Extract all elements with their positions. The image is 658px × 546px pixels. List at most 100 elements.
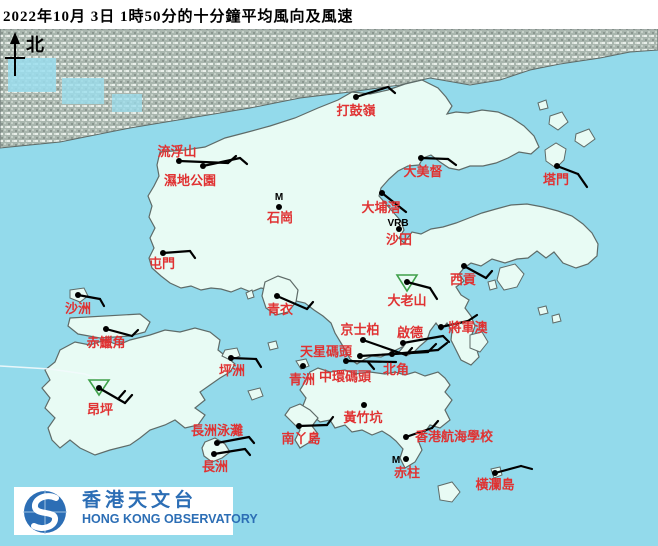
- shenzhen-urban-land: [0, 28, 658, 149]
- station-group: 濕地公園: [164, 156, 249, 188]
- station-group: 打鼓嶺: [336, 85, 397, 118]
- station-label: 南丫島: [281, 431, 320, 446]
- station-label: 京士柏: [340, 322, 379, 337]
- station-dot: [438, 324, 444, 330]
- station-dot: [96, 385, 102, 391]
- station-label: 坪洲: [219, 363, 245, 378]
- station-label: 香港航海學校: [414, 429, 494, 444]
- station-group: 青洲: [289, 363, 315, 387]
- station-label: 打鼓嶺: [336, 103, 375, 118]
- channel-line: [0, 365, 106, 382]
- wind-barb: [555, 164, 580, 176]
- wind-barb: [238, 156, 249, 166]
- wind-barb: [430, 419, 440, 430]
- station-group: 大美督: [403, 155, 458, 179]
- wind-barb: [519, 464, 534, 471]
- station-label: 黃竹坑: [342, 410, 382, 425]
- station-dot: [75, 292, 81, 298]
- station-group: 青衣: [267, 293, 315, 317]
- islet-ninepin-1: [537, 305, 549, 316]
- station-dot: [403, 456, 409, 462]
- wind-barb: [161, 249, 192, 255]
- wind-barb: [439, 319, 470, 329]
- station-marker-text: M: [275, 192, 283, 203]
- station-group: 南丫島: [281, 415, 335, 446]
- station-label: 橫瀾島: [475, 477, 514, 492]
- wind-barb: [123, 393, 134, 405]
- station-dot: [360, 337, 366, 343]
- station-label: 青衣: [267, 302, 293, 317]
- islet-hei-ling-chau: [247, 387, 264, 401]
- station-group: 坪洲: [219, 355, 263, 378]
- station-group: 橫瀾島: [475, 464, 534, 492]
- station-dot: [274, 293, 280, 299]
- coastline-lantau: [41, 327, 236, 456]
- station-dot: [353, 94, 359, 100]
- wind-barb: [428, 286, 439, 301]
- station-label: 長洲: [202, 459, 228, 474]
- station-label: 青洲: [289, 372, 315, 387]
- hko-logo-icon: [23, 490, 67, 534]
- station-dot: [211, 451, 217, 457]
- hko-logo-chinese: 香港天文台: [82, 490, 198, 511]
- station-dot: [160, 250, 166, 256]
- station-label: 大美督: [403, 164, 442, 179]
- station-group: 大老山: [387, 274, 439, 308]
- wind-barb: [98, 297, 106, 308]
- station-dot: [396, 226, 402, 232]
- wind-barb: [247, 435, 256, 445]
- station-group: 香港航海學校: [403, 419, 494, 444]
- station-dot: [492, 470, 498, 476]
- station-dot: [214, 440, 220, 446]
- wind-barb: [116, 389, 127, 401]
- station-label: 沙洲: [65, 301, 91, 316]
- north-label: 北: [26, 35, 44, 55]
- islet-kau-yi-chau: [267, 340, 279, 351]
- station-label: 啟德: [397, 325, 423, 340]
- station-group: 大埔滘: [361, 190, 408, 215]
- station-dot: [300, 363, 306, 369]
- north-arrow: 北: [5, 32, 44, 76]
- station-label: 赤鱲角: [86, 335, 125, 350]
- islet-kat-o: [548, 111, 569, 131]
- station-dot: [400, 340, 406, 346]
- islet-ninepin-2: [551, 313, 562, 324]
- station-dot: [379, 190, 385, 196]
- wind-barb: [254, 357, 263, 369]
- station-marker-text: M: [392, 455, 400, 466]
- station-group: VRB 沙田: [386, 218, 412, 247]
- coastline-po-toi: [437, 481, 461, 503]
- wind-barb: [76, 293, 102, 301]
- station-group: 塔門: [543, 163, 589, 189]
- station-dot: [403, 434, 409, 440]
- wind-barb: [436, 341, 449, 352]
- wind-barb: [366, 360, 376, 371]
- wind-barb: [243, 447, 252, 457]
- station-label: 塔門: [543, 172, 569, 187]
- wind-barb: [201, 156, 242, 168]
- station-dot: [357, 353, 363, 359]
- wind-barb: [405, 280, 432, 290]
- wind-barb: [344, 359, 398, 364]
- wind-barb: [466, 313, 479, 323]
- islet-sharp-island: [487, 279, 498, 291]
- station-dot: [343, 358, 349, 364]
- wind-barb: [484, 269, 494, 280]
- station-label: 長洲泳灘: [191, 423, 243, 438]
- station-group: 黃竹坑: [342, 402, 383, 425]
- station-label: 大埔滘: [361, 200, 400, 215]
- coastline-kau-sai-chau: [496, 263, 525, 291]
- station-group: 將軍澳: [438, 313, 488, 335]
- station-label: 天星碼頭: [300, 344, 353, 359]
- wind-barb: [386, 85, 397, 95]
- station-triangle-marker: [87, 379, 111, 397]
- station-label: 大老山: [387, 293, 426, 308]
- station-group: M 石崗: [266, 192, 293, 225]
- wind-barb: [212, 447, 247, 456]
- wind-barb: [419, 156, 450, 161]
- station-dot: [418, 155, 424, 161]
- station-label: 濕地公園: [164, 173, 216, 188]
- station-dot: [404, 279, 410, 285]
